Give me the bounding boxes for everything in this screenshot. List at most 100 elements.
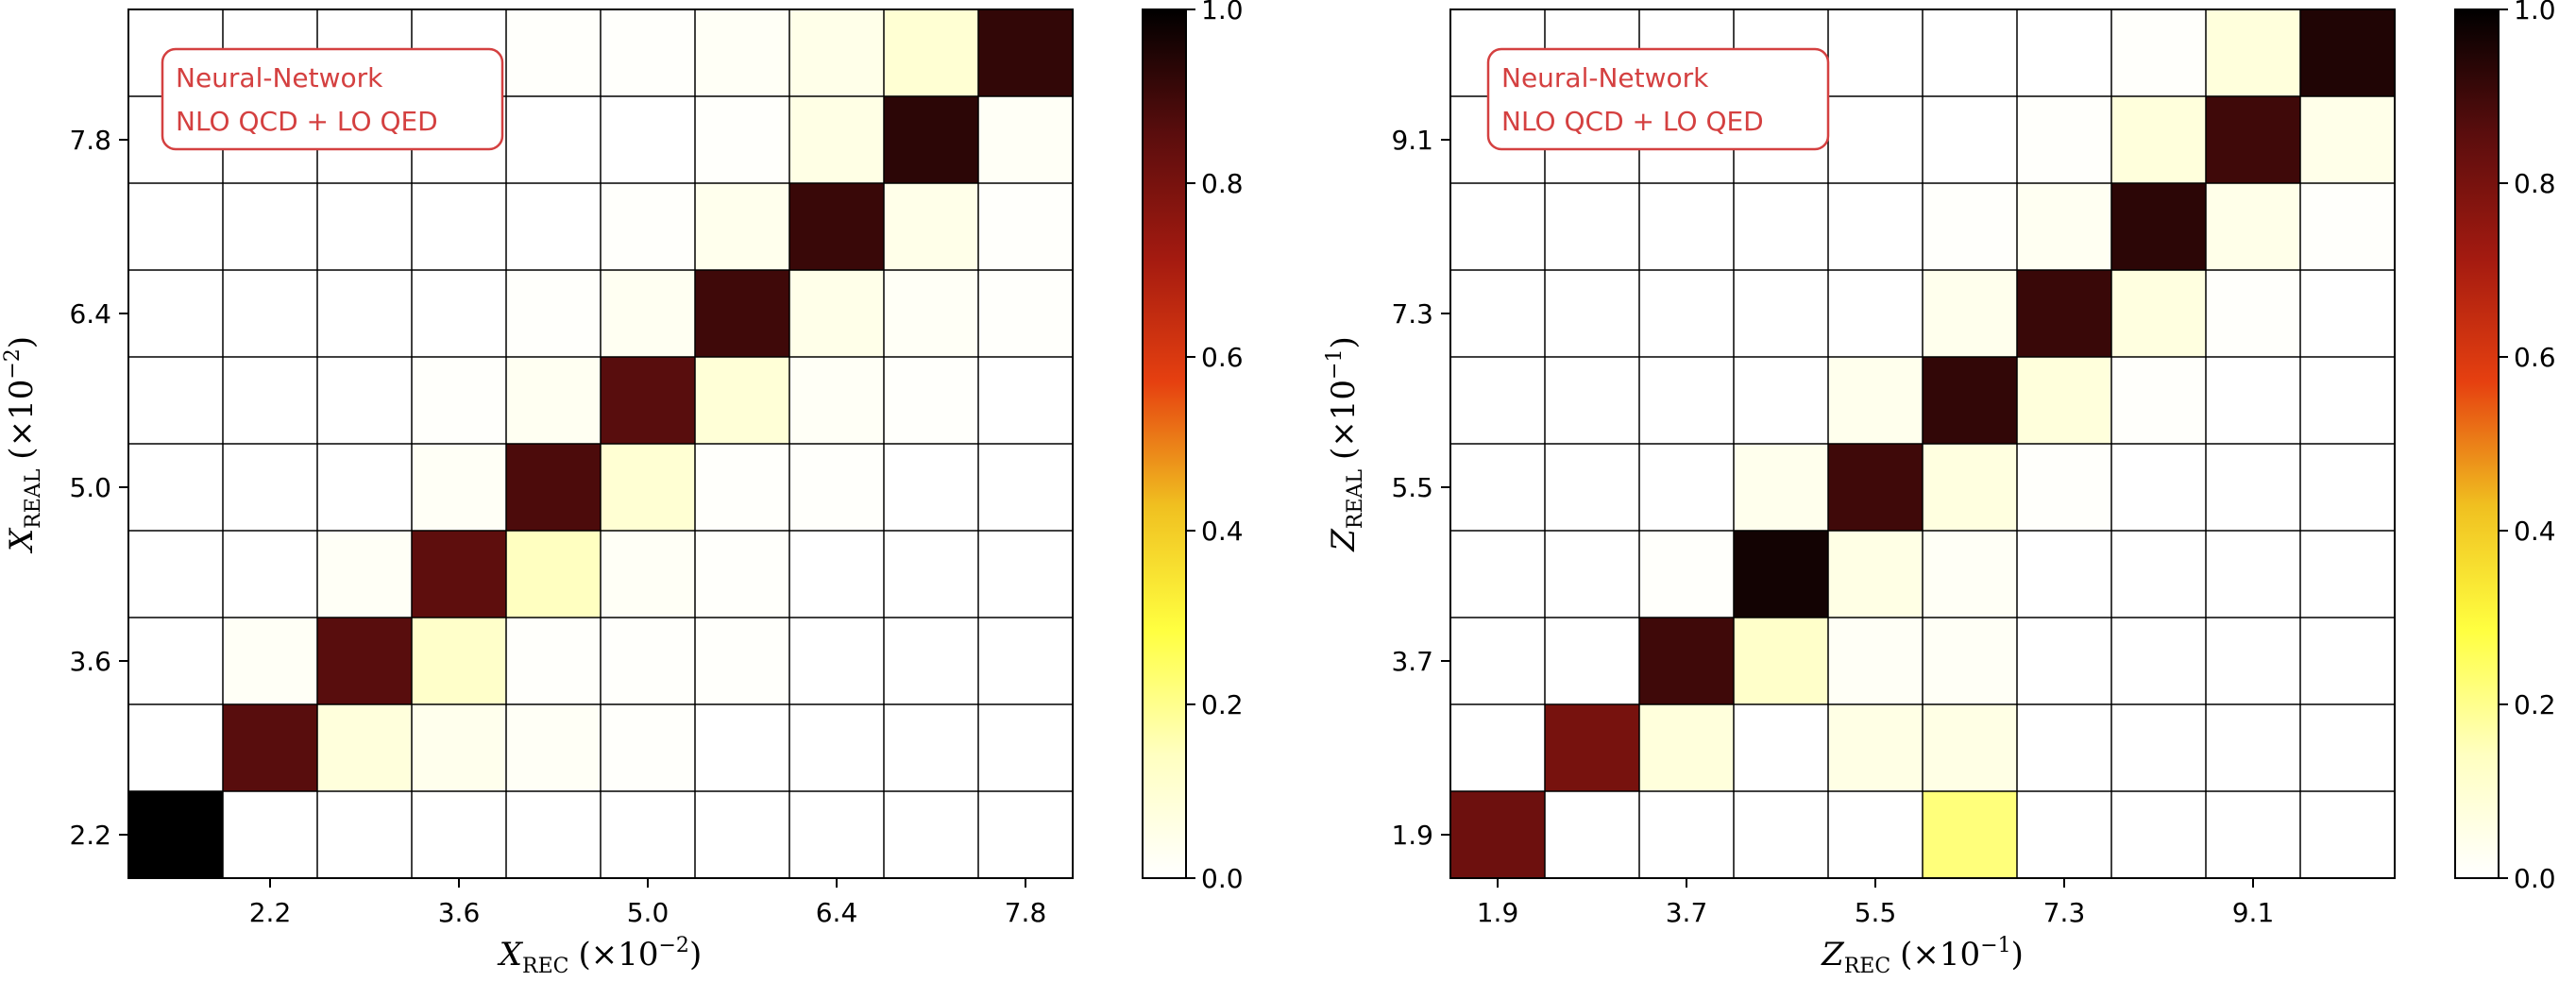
heatmap-cell bbox=[317, 618, 412, 704]
heatmap-cell bbox=[317, 791, 412, 878]
x-tick-label: 3.7 bbox=[1666, 897, 1708, 928]
heatmap-cell bbox=[506, 444, 601, 531]
annotation-box: Neural-Network NLO QCD + LO QED bbox=[161, 47, 504, 151]
heatmap-cell bbox=[412, 704, 506, 791]
heatmap-cell bbox=[695, 791, 789, 878]
x-tick-label: 9.1 bbox=[2232, 897, 2275, 928]
heatmap-cell bbox=[2206, 9, 2300, 96]
heatmap-cell bbox=[2111, 270, 2206, 357]
heatmap-cell bbox=[1450, 270, 1545, 357]
colorbar-tick-label: 1.0 bbox=[1201, 0, 1244, 25]
heatmap-cell bbox=[884, 791, 978, 878]
heatmap-cell bbox=[1923, 183, 2017, 270]
heatmap-cell bbox=[2206, 270, 2300, 357]
heatmap-cell bbox=[2300, 618, 2395, 704]
heatmap-cell bbox=[128, 618, 223, 704]
colorbar-gradient bbox=[2455, 9, 2499, 878]
heatmap-cell bbox=[1450, 704, 1545, 791]
heatmap-cell bbox=[506, 704, 601, 791]
y-axis-label-scale: (×10 bbox=[3, 380, 41, 460]
y-axis-ticks: 2.2 3.6 5.0 6.4 7.8 bbox=[69, 125, 128, 851]
heatmap-cell bbox=[601, 96, 695, 183]
heatmap-cell bbox=[884, 444, 978, 531]
y-axis-label-scale: (×10 bbox=[1325, 380, 1363, 460]
heatmap-cell bbox=[1639, 444, 1734, 531]
heatmap-grid bbox=[1450, 9, 2395, 878]
x-axis-label-var: Z bbox=[1821, 936, 1845, 974]
y-tick-label: 9.1 bbox=[1391, 125, 1433, 156]
heatmap-cell bbox=[128, 357, 223, 444]
heatmap-cell bbox=[1639, 531, 1734, 618]
colorbar-tick-label: 0.2 bbox=[2514, 689, 2556, 720]
heatmap-cell bbox=[1545, 791, 1639, 878]
heatmap-cell bbox=[1545, 704, 1639, 791]
heatmap-cell bbox=[223, 618, 317, 704]
annotation-line-2: NLO QCD + LO QED bbox=[1501, 106, 1764, 137]
colorbar-tick-label: 1.0 bbox=[2514, 0, 2556, 25]
heatmap-cell bbox=[1639, 791, 1734, 878]
heatmap-panel-z: 1.9 3.7 5.5 7.3 9.1 1.9 3.7 5.5 7.3 9.1 Neural-N… bbox=[1323, 0, 2556, 978]
y-tick-label: 3.7 bbox=[1391, 646, 1433, 677]
heatmap-cell bbox=[1923, 96, 2017, 183]
heatmap-cell bbox=[789, 618, 884, 704]
heatmap-cell bbox=[1923, 618, 2017, 704]
heatmap-cell bbox=[1734, 270, 1828, 357]
heatmap-cell bbox=[1828, 270, 1923, 357]
heatmap-cell bbox=[2206, 531, 2300, 618]
heatmap-cell bbox=[223, 357, 317, 444]
x-axis-label-close: ) bbox=[2011, 936, 2024, 974]
heatmap-cell bbox=[695, 357, 789, 444]
heatmap-cell bbox=[506, 96, 601, 183]
heatmap-cell bbox=[1734, 444, 1828, 531]
annotation-line-1: Neural-Network bbox=[1501, 62, 1709, 93]
heatmap-cell bbox=[695, 531, 789, 618]
heatmap-cell bbox=[884, 183, 978, 270]
heatmap-cell bbox=[2017, 618, 2111, 704]
annotation-frame bbox=[1486, 47, 1830, 151]
heatmap-cell bbox=[884, 357, 978, 444]
heatmap-cell bbox=[2017, 531, 2111, 618]
colorbar-tick-label: 0.2 bbox=[1201, 689, 1244, 720]
heatmap-cell bbox=[2017, 183, 2111, 270]
heatmap-cell bbox=[1734, 357, 1828, 444]
heatmap-cell bbox=[2300, 704, 2395, 791]
y-axis-label-sub: REAL bbox=[1344, 469, 1367, 530]
heatmap-cell bbox=[223, 791, 317, 878]
heatmap-cell bbox=[317, 531, 412, 618]
y-axis-label-power: −1 bbox=[1323, 349, 1347, 380]
heatmap-cell bbox=[412, 270, 506, 357]
colorbar-ticks: 0.0 0.2 0.4 0.6 0.8 1.0 bbox=[2499, 0, 2556, 894]
heatmap-cell bbox=[978, 270, 1073, 357]
heatmap-cell bbox=[789, 791, 884, 878]
heatmap-cell bbox=[978, 183, 1073, 270]
heatmap-cell bbox=[1734, 704, 1828, 791]
heatmap-cell bbox=[2111, 444, 2206, 531]
heatmap-cell bbox=[223, 531, 317, 618]
y-tick-label: 1.9 bbox=[1391, 820, 1433, 851]
heatmap-cell bbox=[884, 9, 978, 96]
heatmap-cell bbox=[1734, 618, 1828, 704]
x-axis-label-scale: (×10 bbox=[578, 936, 658, 974]
x-axis-label-sub: REC bbox=[1844, 955, 1890, 978]
colorbar: 0.0 0.2 0.4 0.6 0.8 1.0 bbox=[1142, 0, 1244, 894]
heatmap-cell bbox=[506, 791, 601, 878]
heatmap-cell bbox=[789, 357, 884, 444]
heatmap-cell bbox=[1545, 357, 1639, 444]
heatmap-cell bbox=[695, 704, 789, 791]
x-axis-ticks: 1.9 3.7 5.5 7.3 9.1 bbox=[1477, 878, 2275, 928]
x-axis-label-sub: REC bbox=[522, 955, 568, 978]
heatmap-cell bbox=[506, 618, 601, 704]
heatmap-cell bbox=[2017, 270, 2111, 357]
heatmap-cell bbox=[2206, 791, 2300, 878]
heatmap-cell bbox=[1923, 444, 2017, 531]
heatmap-cell bbox=[1734, 531, 1828, 618]
colorbar-tick-label: 0.6 bbox=[2514, 342, 2556, 373]
heatmap-cell bbox=[128, 531, 223, 618]
heatmap-cell bbox=[601, 357, 695, 444]
colorbar-ticks: 0.0 0.2 0.4 0.6 0.8 1.0 bbox=[1186, 0, 1244, 894]
heatmap-cell bbox=[506, 270, 601, 357]
heatmap-cell bbox=[2206, 96, 2300, 183]
heatmap-cell bbox=[978, 96, 1073, 183]
heatmap-cell bbox=[2111, 357, 2206, 444]
